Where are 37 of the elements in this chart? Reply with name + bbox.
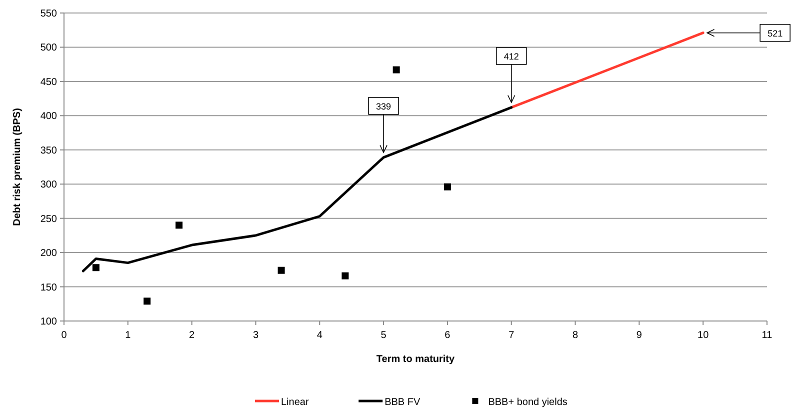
- x-tick-label: 11: [762, 330, 773, 341]
- y-tick-label: 550: [40, 8, 58, 20]
- x-tick-label: 1: [125, 330, 132, 341]
- x-tick-label: 2: [189, 330, 196, 341]
- x-tick-label: 7: [508, 330, 515, 341]
- x-tick-label: 5: [380, 330, 387, 341]
- x-tick-label: 9: [636, 330, 642, 341]
- point: [176, 222, 183, 229]
- point: [92, 264, 100, 272]
- legend-label: Linear: [281, 397, 310, 408]
- y-axis-title: Debt risk premium (BPS): [12, 108, 23, 226]
- y-tick-label: 200: [40, 248, 58, 260]
- x-tick-label: 8: [572, 330, 578, 341]
- x-tick-label: 3: [252, 330, 259, 341]
- x-tick-label: 6: [444, 330, 451, 341]
- y-tick-label: 150: [40, 282, 58, 294]
- x-tick-label: 10: [698, 330, 710, 341]
- point: [444, 183, 451, 190]
- y-tick-label: 250: [40, 214, 58, 225]
- annotation: 339: [376, 101, 392, 112]
- x-tick-label: 4: [316, 330, 323, 341]
- annotation: 412: [504, 51, 519, 62]
- legend-label: BBB FV: [384, 397, 420, 408]
- point: [342, 272, 349, 280]
- y-tick-label: 500: [40, 42, 58, 54]
- point: [144, 298, 151, 305]
- point: [278, 266, 285, 274]
- y-tick-label: 100: [40, 316, 58, 328]
- y-tick-label: 450: [40, 76, 58, 88]
- x-tick-label: 0: [61, 330, 68, 341]
- annotation: 521: [768, 28, 783, 38]
- y-tick-label: 300: [40, 180, 58, 191]
- x-axis-title: Term to maturity: [376, 354, 456, 365]
- legend-label: BBB+ bond yields: [488, 397, 568, 408]
- y-tick-label: 350: [40, 145, 58, 156]
- y-tick-label: 400: [40, 111, 58, 122]
- point: [392, 66, 400, 74]
